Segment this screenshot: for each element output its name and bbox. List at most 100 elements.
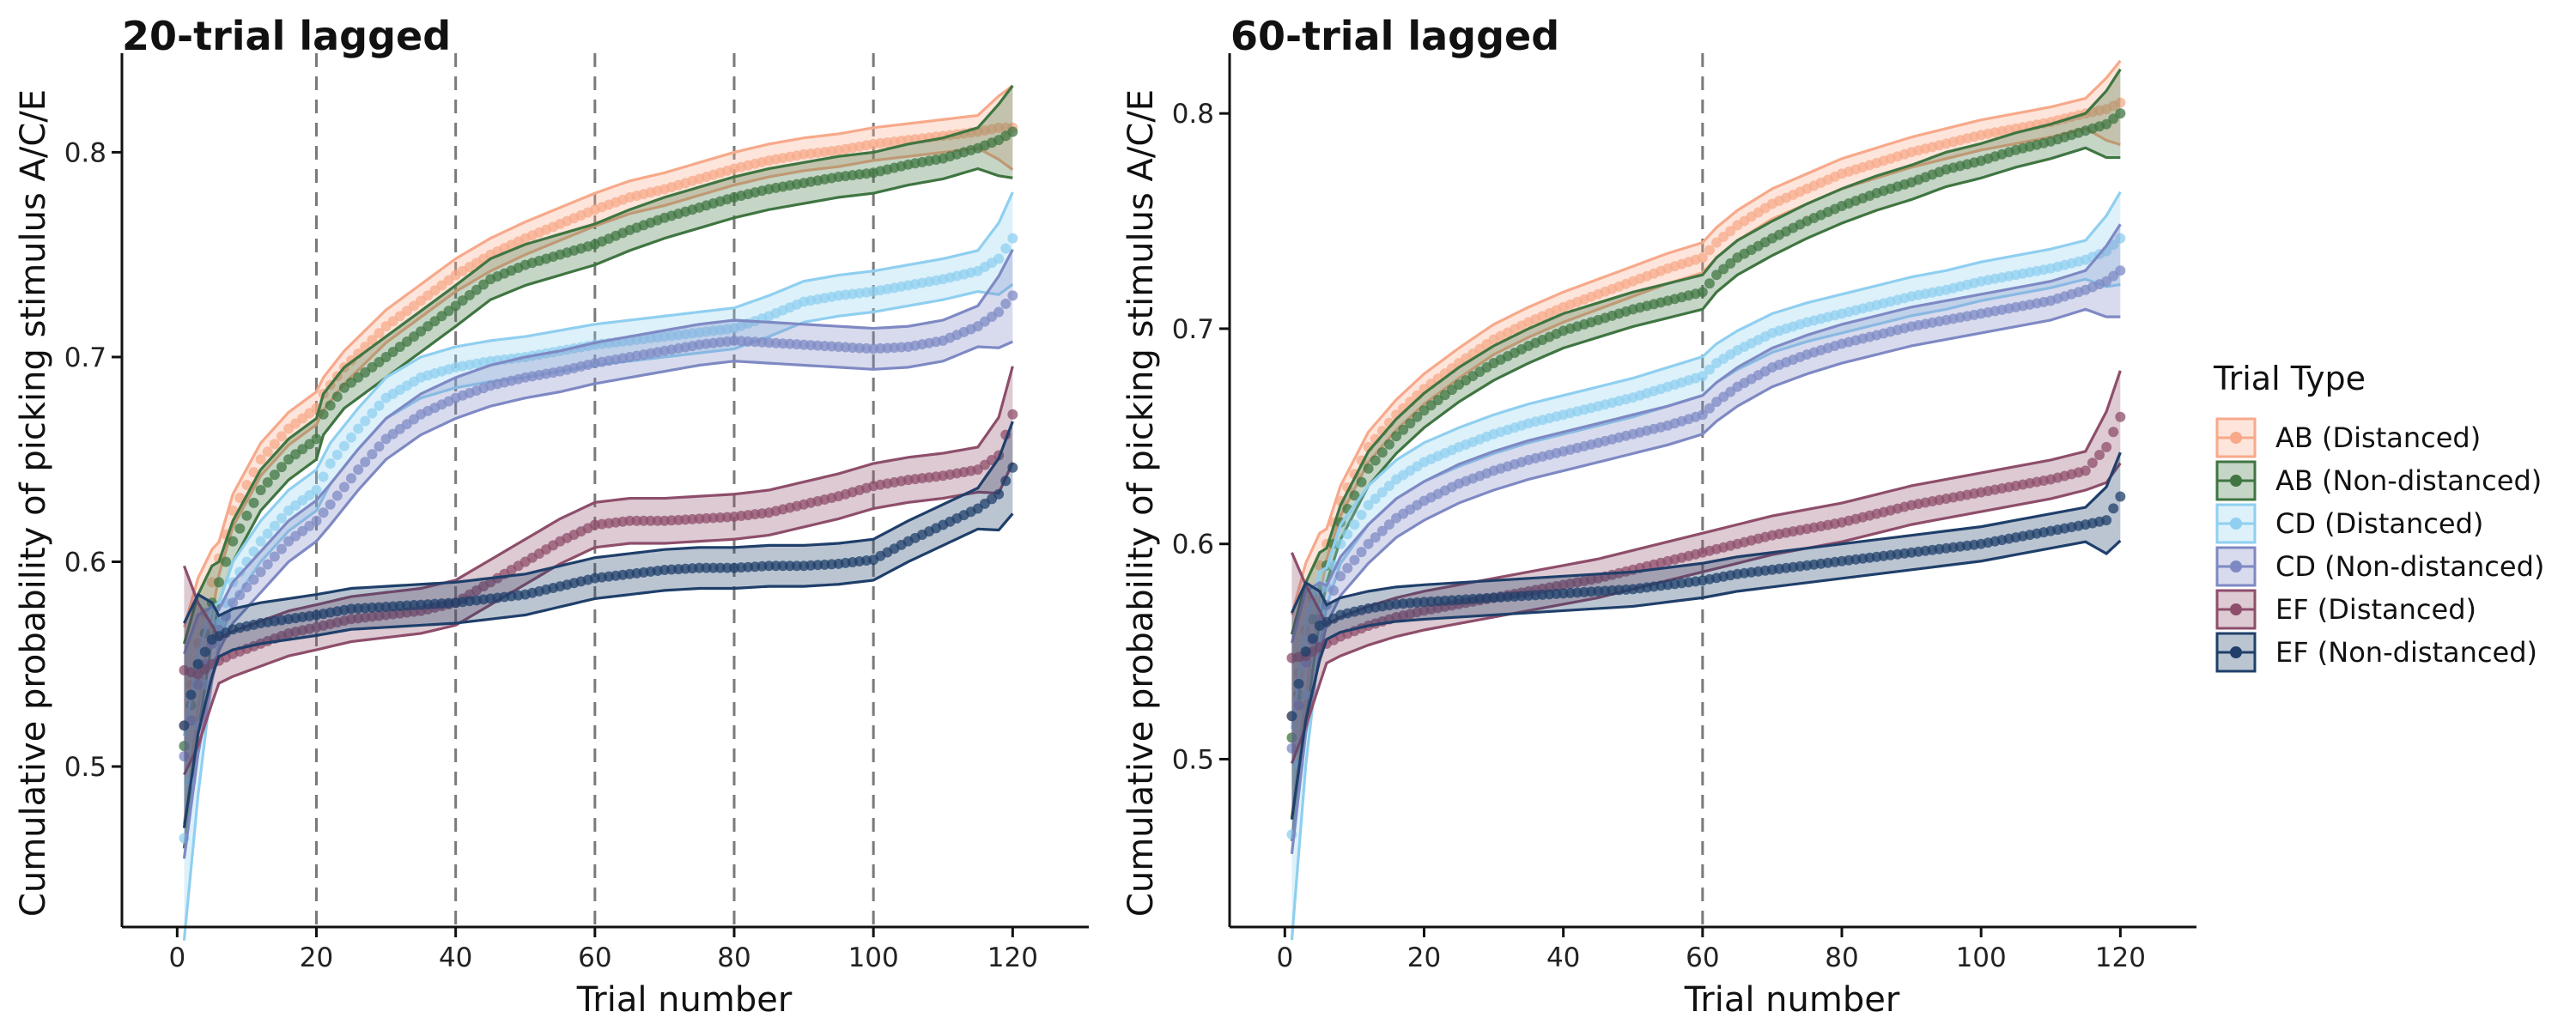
data-point <box>269 439 280 450</box>
data-point <box>353 464 364 476</box>
y-tick-label: 0.6 <box>1172 530 1214 560</box>
series-ef-non-distanced <box>179 421 1018 828</box>
data-point <box>228 505 239 516</box>
data-point <box>1697 409 1708 421</box>
data-point <box>1405 418 1416 429</box>
data-point <box>1697 371 1708 382</box>
ci-lower-line <box>182 462 1014 776</box>
data-point <box>2094 450 2105 461</box>
legend-label: EF (Distanced) <box>2275 593 2476 626</box>
data-point <box>248 467 259 478</box>
data-point <box>192 679 204 690</box>
legend-title: Trial Type <box>2213 360 2366 397</box>
plot-area: 0 20 40 60 80 100 120 0.5 0.6 0.7 0.8 <box>1172 53 2196 973</box>
data-point <box>2108 113 2119 124</box>
legend-key-point <box>2230 475 2242 487</box>
data-point <box>255 536 266 547</box>
data-point <box>2087 457 2098 469</box>
data-point <box>331 490 343 501</box>
data-point <box>450 300 461 312</box>
data-point <box>1718 264 1729 275</box>
panel-title: 60-trial lagged <box>1230 13 1559 59</box>
data-point <box>993 306 1005 318</box>
data-point <box>192 658 204 670</box>
data-point <box>2115 411 2126 422</box>
ci-upper-line <box>1290 370 2122 627</box>
ci-upper-line <box>182 421 1014 624</box>
data-point <box>276 543 287 554</box>
x-tick-label: 20 <box>1407 942 1441 973</box>
x-tick-label: 40 <box>1546 942 1580 973</box>
data-point <box>1704 403 1715 414</box>
data-point <box>1370 532 1381 543</box>
x-tick-label: 100 <box>1956 942 2007 973</box>
data-point <box>1293 678 1304 689</box>
data-point <box>1335 538 1346 549</box>
data-point <box>464 289 475 300</box>
data-point <box>2115 108 2126 119</box>
data-point <box>1363 538 1374 549</box>
data-point <box>276 462 287 473</box>
data-point <box>241 510 252 521</box>
data-point <box>360 415 371 427</box>
data-point <box>2108 427 2119 438</box>
data-point <box>1356 547 1367 558</box>
data-point <box>234 523 246 534</box>
y-tick-label: 0.5 <box>64 752 106 783</box>
data-point <box>346 432 357 443</box>
x-tick-label: 80 <box>717 942 750 973</box>
data-point <box>276 512 287 524</box>
legend-items: AB (Distanced) AB (Non-distanced) CD (Dist… <box>2215 417 2544 673</box>
legend-item-ab-non-distanced: AB (Non-distanced) <box>2215 460 2542 501</box>
x-tick-label: 40 <box>439 942 472 973</box>
data-point <box>179 741 190 752</box>
series-ab-non-distanced <box>179 84 1018 849</box>
data-point <box>1007 233 1018 244</box>
data-point <box>241 582 252 593</box>
data-point <box>1711 237 1722 248</box>
data-point <box>248 546 259 557</box>
legend-key-point <box>2230 432 2242 444</box>
data-point <box>1704 364 1715 375</box>
x-tick-label: 120 <box>2095 942 2146 973</box>
data-point <box>1376 525 1388 536</box>
legend-key-point <box>2230 518 2242 530</box>
plot-area: 0 20 40 60 80 100 120 0.5 0.6 0.7 0.8 <box>64 53 1089 973</box>
data-point <box>311 485 322 495</box>
data-point <box>1376 487 1388 498</box>
data-point <box>325 400 336 411</box>
data-point <box>1286 732 1297 743</box>
data-point <box>262 446 273 457</box>
ci-lower-line <box>1290 539 2122 820</box>
y-axis-title: Cumulative probability of picking stimul… <box>1121 89 1161 917</box>
legend-label: AB (Non-distanced) <box>2275 464 2542 497</box>
x-tick-label: 60 <box>1686 942 1719 973</box>
data-point <box>262 559 273 570</box>
data-point <box>269 470 280 481</box>
data-point <box>993 253 1005 264</box>
data-point <box>1370 494 1381 505</box>
data-point <box>1725 226 1736 237</box>
data-point <box>374 400 385 411</box>
series-ef-non-distanced <box>1286 451 2126 820</box>
panel-60-trial: 60-trial lagged Trial number Cumulative … <box>1121 13 2196 1020</box>
data-point <box>338 482 349 493</box>
data-point <box>241 480 252 491</box>
data-point <box>2108 239 2119 251</box>
legend-key-point <box>2230 646 2242 658</box>
x-tick-label: 0 <box>168 942 185 973</box>
data-point <box>325 457 336 469</box>
data-point <box>2101 276 2112 287</box>
x-tick-label: 20 <box>300 942 333 973</box>
data-point <box>262 528 273 539</box>
data-point <box>269 520 280 531</box>
data-point <box>318 409 329 420</box>
legend: Trial Type AB (Distanced) AB (Non-distanc… <box>2213 360 2544 673</box>
data-point <box>255 454 266 465</box>
data-point <box>276 431 287 442</box>
data-point <box>1704 245 1715 256</box>
data-point <box>1718 231 1729 242</box>
data-point <box>1363 500 1374 511</box>
data-point <box>1376 447 1388 458</box>
